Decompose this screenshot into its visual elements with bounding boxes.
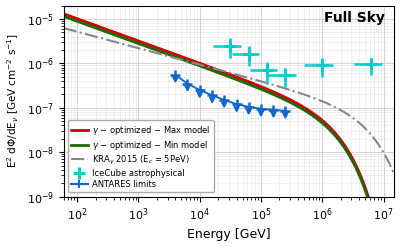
KRA$_\gamma$ 2015 (E$_c$ = 5PeV) bbox=[61, 27, 66, 30]
$\gamma$ $-$ optimized $-$ Min model bbox=[282, 98, 287, 101]
$\gamma$ $-$ optimized $-$ Max model bbox=[282, 95, 287, 98]
KRA$_\gamma$ 2015 (E$_c$ = 5PeV) bbox=[256, 79, 261, 82]
$\gamma$ $-$ optimized $-$ Max model bbox=[120, 34, 124, 37]
Line: $\gamma$ $-$ optimized $-$ Max model: $\gamma$ $-$ optimized $-$ Max model bbox=[64, 14, 394, 247]
KRA$_\gamma$ 2015 (E$_c$ = 5PeV) bbox=[392, 173, 397, 176]
$\gamma$ $-$ optimized $-$ Min model bbox=[211, 69, 216, 72]
$\gamma$ $-$ optimized $-$ Max model bbox=[61, 12, 66, 15]
KRA$_\gamma$ 2015 (E$_c$ = 5PeV) bbox=[310, 96, 315, 99]
$\gamma$ $-$ optimized $-$ Max model bbox=[146, 43, 151, 46]
KRA$_\gamma$ 2015 (E$_c$ = 5PeV) bbox=[282, 87, 287, 90]
KRA$_\gamma$ 2015 (E$_c$ = 5PeV) bbox=[146, 49, 151, 52]
Line: KRA$_\gamma$ 2015 (E$_c$ = 5PeV): KRA$_\gamma$ 2015 (E$_c$ = 5PeV) bbox=[64, 28, 394, 175]
$\gamma$ $-$ optimized $-$ Max model bbox=[310, 111, 315, 114]
$\gamma$ $-$ optimized $-$ Min model bbox=[256, 87, 261, 90]
Line: $\gamma$ $-$ optimized $-$ Min model: $\gamma$ $-$ optimized $-$ Min model bbox=[64, 16, 394, 247]
$\gamma$ $-$ optimized $-$ Min model bbox=[146, 46, 151, 49]
$\gamma$ $-$ optimized $-$ Min model bbox=[310, 114, 315, 117]
$\gamma$ $-$ optimized $-$ Min model bbox=[120, 36, 124, 39]
Text: Full Sky: Full Sky bbox=[324, 11, 384, 25]
KRA$_\gamma$ 2015 (E$_c$ = 5PeV) bbox=[120, 42, 124, 45]
$\gamma$ $-$ optimized $-$ Min model bbox=[61, 15, 66, 18]
X-axis label: Energy [GeV]: Energy [GeV] bbox=[187, 228, 271, 242]
$\gamma$ $-$ optimized $-$ Max model bbox=[211, 67, 216, 70]
KRA$_\gamma$ 2015 (E$_c$ = 5PeV) bbox=[211, 67, 216, 70]
Y-axis label: E$^2$ d$\Phi$/dE$_\nu$ [GeV cm$^{-2}$ s$^{-1}$]: E$^2$ d$\Phi$/dE$_\nu$ [GeV cm$^{-2}$ s$… bbox=[6, 34, 21, 168]
$\gamma$ $-$ optimized $-$ Max model bbox=[256, 84, 261, 87]
Legend: $\gamma$ $-$ optimized $-$ Max model, $\gamma$ $-$ optimized $-$ Min model, KRA$: $\gamma$ $-$ optimized $-$ Max model, $\… bbox=[68, 120, 214, 192]
